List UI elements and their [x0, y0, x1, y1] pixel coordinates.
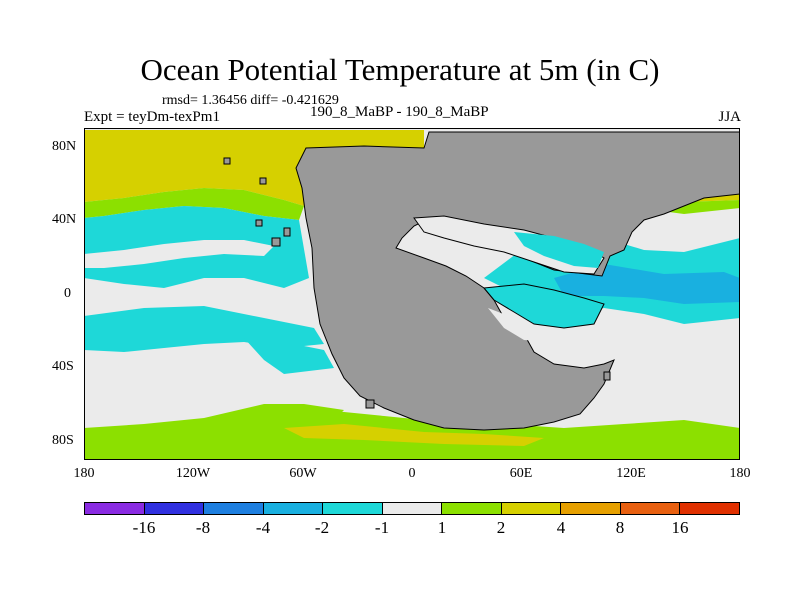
x-tick-label: 0 — [408, 466, 416, 481]
southern-cyan-blob — [244, 338, 334, 374]
colorbar-label: 2 — [496, 518, 506, 537]
season-label: JJA — [718, 109, 741, 125]
y-tick-label: 80N — [52, 139, 77, 154]
x-tick-label: 120W — [175, 466, 211, 481]
colorbar-label: -8 — [195, 518, 211, 537]
island — [271, 237, 281, 247]
colorbar-box — [263, 503, 324, 514]
colorbar-box — [442, 503, 502, 514]
colorbar-box — [85, 503, 145, 514]
rmsd-diff-stats: rmsd= 1.36456 diff= -0.421629 — [162, 93, 339, 108]
y-tick-label: 40N — [52, 212, 77, 227]
temperature-difference-map — [84, 128, 740, 460]
colorbar-label: -1 — [374, 518, 390, 537]
y-tick-label: 0 — [64, 286, 71, 301]
colorbar-box — [382, 503, 443, 514]
colorbar-label: 16 — [671, 518, 689, 537]
inland-sea-cyan — [514, 232, 604, 268]
x-tick-label: 120E — [616, 466, 646, 481]
island — [283, 227, 291, 237]
southeast-neutral-lobe — [488, 308, 564, 342]
colorbar-label: -16 — [132, 518, 156, 537]
colorbar-box — [620, 503, 681, 514]
y-tick-label: 40S — [52, 359, 74, 374]
colorbar-box — [561, 503, 621, 514]
southeast-cyan-lobe — [483, 283, 605, 329]
north-green-strip — [84, 188, 304, 220]
colorbar-label: -2 — [314, 518, 330, 537]
colorbar-box — [204, 503, 264, 514]
colorbar-box — [323, 503, 383, 514]
colorbar-label: 4 — [556, 518, 566, 537]
colorbar-box — [501, 503, 562, 514]
colorbar-label: 1 — [437, 518, 447, 537]
southern-yellow-streak — [284, 424, 544, 446]
x-tick-label: 180 — [73, 466, 95, 481]
southern-green-blob — [264, 404, 344, 424]
x-tick-label: 60W — [289, 466, 317, 481]
island — [223, 157, 231, 165]
colorbar-label: -4 — [255, 518, 271, 537]
island — [603, 371, 611, 381]
north-neutral-tongue — [84, 240, 274, 268]
experiment-label: Expt = teyDm-texPm1 — [84, 109, 220, 125]
x-tick-label: 60E — [509, 466, 533, 481]
colorbar — [84, 502, 740, 515]
colorbar-box — [680, 503, 740, 514]
plot-title: Ocean Potential Temperature at 5m (in C) — [140, 52, 660, 87]
island — [259, 177, 267, 185]
colorbar-box — [144, 503, 205, 514]
y-tick-label: 80S — [52, 433, 74, 448]
x-tick-label: 180 — [729, 466, 751, 481]
case-comparison-label: 190_8_MaBP - 190_8_MaBP — [310, 104, 489, 120]
colorbar-label: 8 — [615, 518, 625, 537]
island — [255, 219, 263, 227]
island — [365, 399, 375, 409]
